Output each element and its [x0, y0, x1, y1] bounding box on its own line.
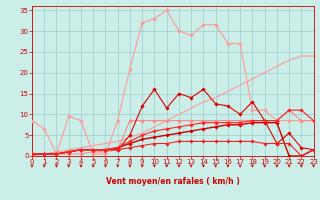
- X-axis label: Vent moyen/en rafales ( km/h ): Vent moyen/en rafales ( km/h ): [106, 177, 240, 186]
